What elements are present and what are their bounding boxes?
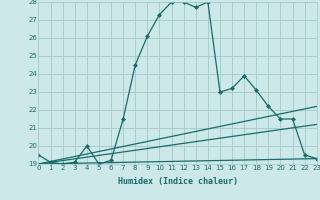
X-axis label: Humidex (Indice chaleur): Humidex (Indice chaleur) [118,177,238,186]
